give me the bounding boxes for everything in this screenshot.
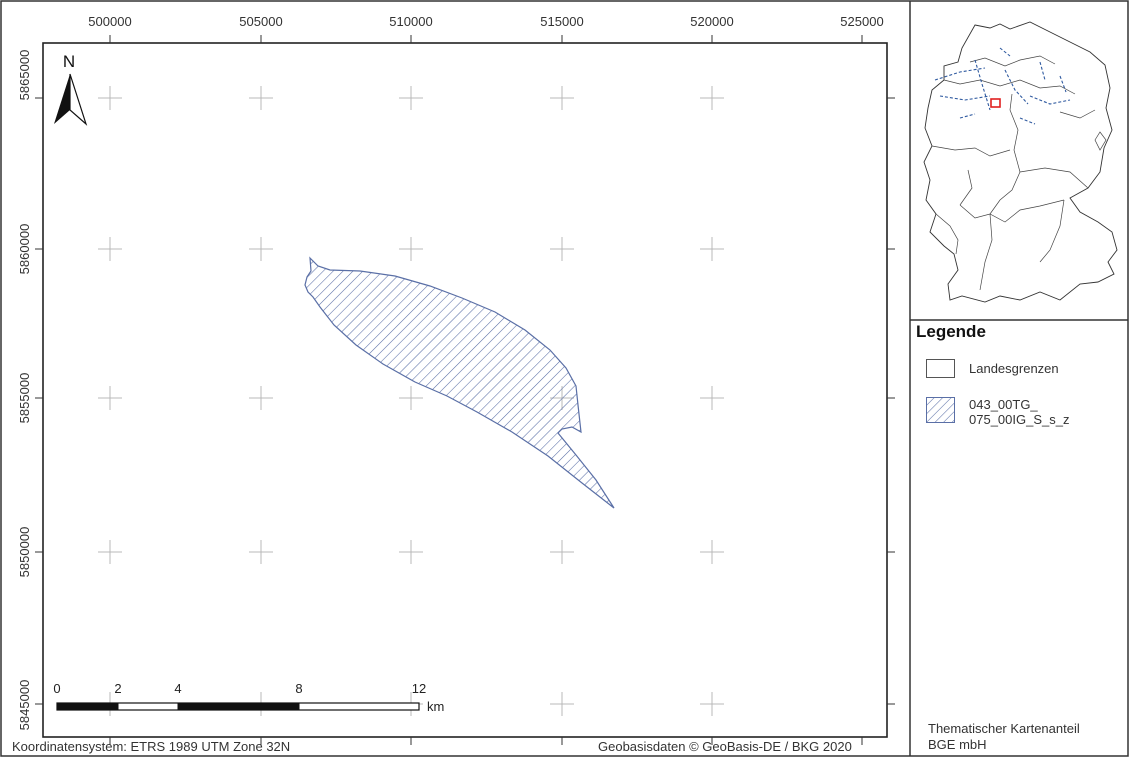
x-tick-label: 525000 xyxy=(840,14,883,29)
thematic-credit-line: BGE mbH xyxy=(928,737,987,752)
legend-label-line: 043_00TG_ xyxy=(969,397,1038,412)
legend-label: Landesgrenzen xyxy=(969,361,1059,376)
extent-indicator xyxy=(990,98,1001,108)
legend-swatch-hatch xyxy=(926,397,955,423)
scale-label: 8 xyxy=(295,681,302,696)
y-tick-labels: 5865000 5860000 5855000 5850000 5845000 xyxy=(17,50,32,731)
hatched-area-feature xyxy=(304,256,615,509)
scale-label: 0 xyxy=(53,681,60,696)
scale-bar: 0 2 4 8 12 km xyxy=(53,681,444,714)
overview-map xyxy=(923,21,1118,303)
coordinate-system-note: Koordinatensystem: ETRS 1989 UTM Zone 32… xyxy=(12,739,291,754)
legend-title: Legende xyxy=(916,322,986,341)
germany-outline xyxy=(923,21,1118,303)
thematic-credit: Thematischer Kartenanteil BGE mbH xyxy=(928,721,1080,753)
x-tick-labels: 500000 505000 510000 515000 520000 52500… xyxy=(88,14,883,29)
north-label: N xyxy=(63,52,75,71)
y-tick-label: 5865000 xyxy=(17,50,32,101)
scale-label: 12 xyxy=(412,681,426,696)
legend-item-area: 043_00TG_ 075_00IG_S_s_z xyxy=(926,397,1069,427)
y-tick-label: 5850000 xyxy=(17,527,32,578)
scale-unit: km xyxy=(427,699,444,714)
y-tick-label: 5845000 xyxy=(17,680,32,731)
basemap-credit: Geobasisdaten © GeoBasis-DE / BKG 2020 xyxy=(598,739,852,754)
x-tick-label: 505000 xyxy=(239,14,282,29)
grid-crosses xyxy=(98,86,724,716)
x-tick-label: 500000 xyxy=(88,14,131,29)
x-tick-label: 510000 xyxy=(389,14,432,29)
north-arrow-icon: N xyxy=(54,52,88,126)
y-tick-label: 5855000 xyxy=(17,373,32,424)
x-tick-label: 520000 xyxy=(690,14,733,29)
x-tick-label: 515000 xyxy=(540,14,583,29)
scale-label: 2 xyxy=(114,681,121,696)
legend-label: 043_00TG_ 075_00IG_S_s_z xyxy=(969,397,1069,427)
legend-item-landesgrenzen: Landesgrenzen xyxy=(926,359,1059,378)
legend-swatch-border xyxy=(926,359,955,378)
scale-label: 4 xyxy=(174,681,181,696)
y-tick-label: 5860000 xyxy=(17,224,32,275)
legend-label-line: 075_00IG_S_s_z xyxy=(969,412,1070,427)
thematic-credit-line: Thematischer Kartenanteil xyxy=(928,721,1080,736)
frame-ticks xyxy=(35,35,895,745)
